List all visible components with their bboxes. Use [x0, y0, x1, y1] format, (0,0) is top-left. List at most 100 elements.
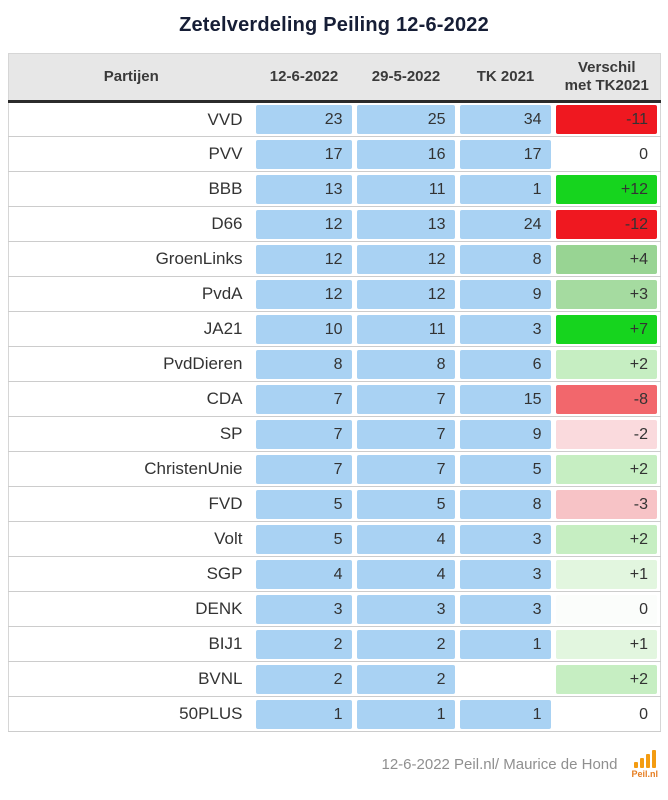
- value-29-5-2022: 13: [356, 209, 455, 239]
- header-row: Partijen 12-6-2022 29-5-2022 TK 2021 Ver…: [8, 53, 661, 103]
- party-name: Volt: [8, 521, 254, 557]
- value-tk-2021-cell: 34: [457, 101, 554, 137]
- table-row: PvdDieren 8 8 6 +2: [8, 346, 661, 382]
- verschil-cell: -8: [553, 381, 661, 417]
- party-name: CDA: [8, 381, 254, 417]
- header-verschil-line2: met TK2021: [564, 77, 649, 94]
- value-12-6-2022: 13: [255, 174, 352, 204]
- table-row: BIJ1 2 2 1 +1: [8, 626, 661, 662]
- value-29-5-2022: 5: [356, 489, 455, 519]
- value-tk-2021: 15: [459, 384, 551, 414]
- header-12-6-2022: 12-6-2022: [253, 53, 355, 103]
- value-12-6-2022-cell: 5: [253, 486, 355, 522]
- value-tk-2021-cell: 3: [457, 521, 554, 557]
- table-row: DENK 3 3 3 0: [8, 591, 661, 627]
- value-tk-2021-cell: 24: [457, 206, 554, 242]
- verschil-value: -3: [555, 489, 657, 519]
- table-row: FVD 5 5 8 -3: [8, 486, 661, 522]
- value-29-5-2022: 2: [356, 664, 455, 694]
- value-tk-2021: 9: [459, 419, 551, 449]
- party-name: JA21: [8, 311, 254, 347]
- value-29-5-2022-cell: 4: [354, 556, 458, 592]
- party-name: VVD: [8, 101, 254, 137]
- value-12-6-2022: 4: [255, 559, 352, 589]
- value-12-6-2022-cell: 3: [253, 591, 355, 627]
- value-12-6-2022: 2: [255, 629, 352, 659]
- verschil-value: -12: [555, 209, 657, 239]
- party-name: ChristenUnie: [8, 451, 254, 487]
- value-tk-2021-cell: 1: [457, 696, 554, 732]
- value-29-5-2022: 1: [356, 699, 455, 729]
- party-name: BVNL: [8, 661, 254, 697]
- table-row: BVNL 2 2 +2: [8, 661, 661, 697]
- value-tk-2021-cell: 9: [457, 276, 554, 312]
- value-tk-2021-cell: 15: [457, 381, 554, 417]
- table-row: PvdA 12 12 9 +3: [8, 276, 661, 312]
- value-29-5-2022: 4: [356, 524, 455, 554]
- value-12-6-2022: 2: [255, 664, 352, 694]
- value-tk-2021: 17: [459, 139, 551, 169]
- value-12-6-2022: 7: [255, 454, 352, 484]
- value-29-5-2022-cell: 12: [354, 276, 458, 312]
- value-29-5-2022: 7: [356, 454, 455, 484]
- header-tk-2021: TK 2021: [457, 53, 554, 103]
- value-tk-2021-cell: 3: [457, 556, 554, 592]
- party-name: D66: [8, 206, 254, 242]
- value-12-6-2022-cell: 7: [253, 416, 355, 452]
- party-name: PvdDieren: [8, 346, 254, 382]
- party-name: DENK: [8, 591, 254, 627]
- party-name: BBB: [8, 171, 254, 207]
- table-row: D66 12 13 24 -12: [8, 206, 661, 242]
- value-tk-2021-cell: 17: [457, 136, 554, 172]
- value-29-5-2022-cell: 5: [354, 486, 458, 522]
- value-29-5-2022-cell: 13: [354, 206, 458, 242]
- value-12-6-2022: 1: [255, 699, 352, 729]
- table-row: BBB 13 11 1 +12: [8, 171, 661, 207]
- verschil-cell: +1: [553, 556, 661, 592]
- party-name: PVV: [8, 136, 254, 172]
- value-29-5-2022: 12: [356, 244, 455, 274]
- value-12-6-2022-cell: 23: [253, 101, 355, 137]
- value-29-5-2022-cell: 3: [354, 591, 458, 627]
- value-12-6-2022: 8: [255, 349, 352, 379]
- verschil-value: +12: [555, 174, 657, 204]
- value-12-6-2022: 7: [255, 384, 352, 414]
- value-29-5-2022-cell: 11: [354, 311, 458, 347]
- verschil-cell: +2: [553, 451, 661, 487]
- value-tk-2021-cell: 1: [457, 171, 554, 207]
- value-29-5-2022: 7: [356, 384, 455, 414]
- value-tk-2021: 3: [459, 524, 551, 554]
- value-tk-2021: 3: [459, 559, 551, 589]
- value-12-6-2022: 5: [255, 524, 352, 554]
- party-name: 50PLUS: [8, 696, 254, 732]
- verschil-value: +3: [555, 279, 657, 309]
- table-row: VVD 23 25 34 -11: [8, 101, 661, 137]
- table-row: PVV 17 16 17 0: [8, 136, 661, 172]
- value-12-6-2022-cell: 12: [253, 276, 355, 312]
- value-12-6-2022: 5: [255, 489, 352, 519]
- value-12-6-2022-cell: 7: [253, 451, 355, 487]
- value-tk-2021-cell: 3: [457, 311, 554, 347]
- header-29-5-2022: 29-5-2022: [354, 53, 458, 103]
- verschil-cell: 0: [553, 591, 661, 627]
- party-name: SP: [8, 416, 254, 452]
- value-29-5-2022-cell: 1: [354, 696, 458, 732]
- value-tk-2021-cell: 6: [457, 346, 554, 382]
- value-12-6-2022: 17: [255, 139, 352, 169]
- verschil-value: +2: [555, 454, 657, 484]
- verschil-cell: +7: [553, 311, 661, 347]
- value-29-5-2022-cell: 7: [354, 381, 458, 417]
- party-name: BIJ1: [8, 626, 254, 662]
- value-29-5-2022: 2: [356, 629, 455, 659]
- value-29-5-2022-cell: 7: [354, 416, 458, 452]
- party-name: SGP: [8, 556, 254, 592]
- verschil-value: +2: [555, 664, 657, 694]
- value-29-5-2022: 3: [356, 594, 455, 624]
- value-12-6-2022: 10: [255, 314, 352, 344]
- value-12-6-2022: 12: [255, 279, 352, 309]
- header-verschil: Verschil met TK2021: [553, 53, 661, 103]
- verschil-cell: +3: [553, 276, 661, 312]
- value-12-6-2022: 23: [255, 105, 352, 134]
- value-29-5-2022: 16: [356, 139, 455, 169]
- verschil-cell: +2: [553, 661, 661, 697]
